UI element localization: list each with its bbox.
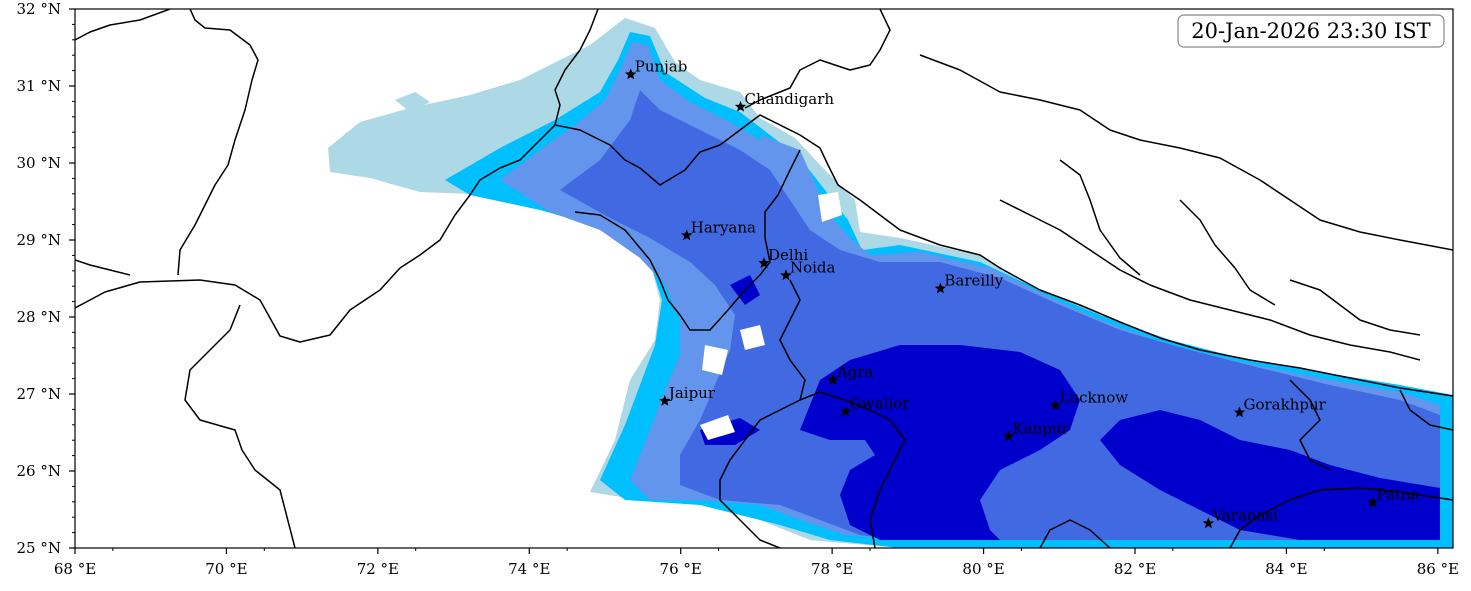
- city-label: Gorakhpur: [1243, 395, 1326, 413]
- city-label: Noida: [790, 258, 836, 276]
- x-tick-label: 68 °E: [54, 560, 96, 578]
- city-label: Punjab: [635, 57, 688, 75]
- y-tick-label: 28 °N: [17, 308, 61, 326]
- clear-gaps: [700, 192, 842, 440]
- y-tick-label: 26 °N: [17, 462, 61, 480]
- city-label: Bareilly: [944, 272, 1003, 290]
- city-star-icon: [758, 257, 770, 268]
- city-label: Delhi: [768, 246, 808, 264]
- city-star-icon: [827, 374, 839, 385]
- city-label: Lucknow: [1060, 389, 1129, 407]
- city-star-icon: [934, 282, 947, 294]
- city-label: Varanasi: [1211, 506, 1278, 524]
- city-star-icon: [840, 405, 852, 417]
- city-label: Jaipur: [667, 384, 716, 402]
- x-tick-label: 70 °E: [205, 560, 247, 578]
- city-label: Chandigarh: [745, 90, 835, 108]
- city-star-icon: [1049, 399, 1062, 411]
- city-star-icon: [1002, 430, 1015, 442]
- city-label: Agra: [836, 363, 874, 381]
- city-star-icon: [1367, 496, 1379, 508]
- timestamp-text: 20-Jan-2026 23:30 IST: [1191, 19, 1430, 43]
- x-tick-label: 74 °E: [508, 560, 550, 578]
- city-star-icon: [1202, 517, 1215, 529]
- city-star-icon: [1233, 406, 1246, 418]
- axis-ticks: 68 °E 70 °E 72 °E 74 °E 76 °E 78 °E 80 °E 82 °E…: [17, 0, 1459, 578]
- x-tick-label: 86 °E: [1417, 560, 1459, 578]
- map-borders: [75, 9, 1453, 548]
- timestamp-box: 20-Jan-2026 23:30 IST: [1177, 14, 1445, 48]
- y-tick-label: 30 °N: [17, 154, 61, 172]
- x-tick-label: 82 °E: [1114, 560, 1156, 578]
- city-star-icon: [659, 394, 671, 406]
- city-star-icon: [625, 68, 637, 80]
- city-star-icon: [734, 100, 747, 112]
- city-label: Haryana: [691, 218, 756, 236]
- y-tick-label: 32 °N: [17, 0, 61, 18]
- x-tick-label: 80 °E: [962, 560, 1004, 578]
- y-tick-label: 31 °N: [17, 77, 61, 95]
- y-tick-label: 29 °N: [17, 231, 61, 249]
- x-tick-label: 72 °E: [357, 560, 399, 578]
- x-tick-label: 76 °E: [660, 560, 702, 578]
- y-tick-label: 27 °N: [17, 385, 61, 403]
- city-label: Gwalior: [850, 395, 910, 413]
- y-tick-label: 25 °N: [17, 539, 61, 557]
- city-star-icon: [681, 229, 693, 241]
- precip-layer-dark: [700, 275, 1440, 540]
- precip-layer-royal: [560, 90, 1440, 540]
- city-star-icon: [780, 269, 792, 281]
- plot-frame: [74, 8, 1454, 549]
- city-label: Kanpur: [1013, 419, 1070, 437]
- x-tick-label: 78 °E: [811, 560, 853, 578]
- city-label: Patna: [1377, 486, 1420, 504]
- x-tick-label: 84 °E: [1265, 560, 1307, 578]
